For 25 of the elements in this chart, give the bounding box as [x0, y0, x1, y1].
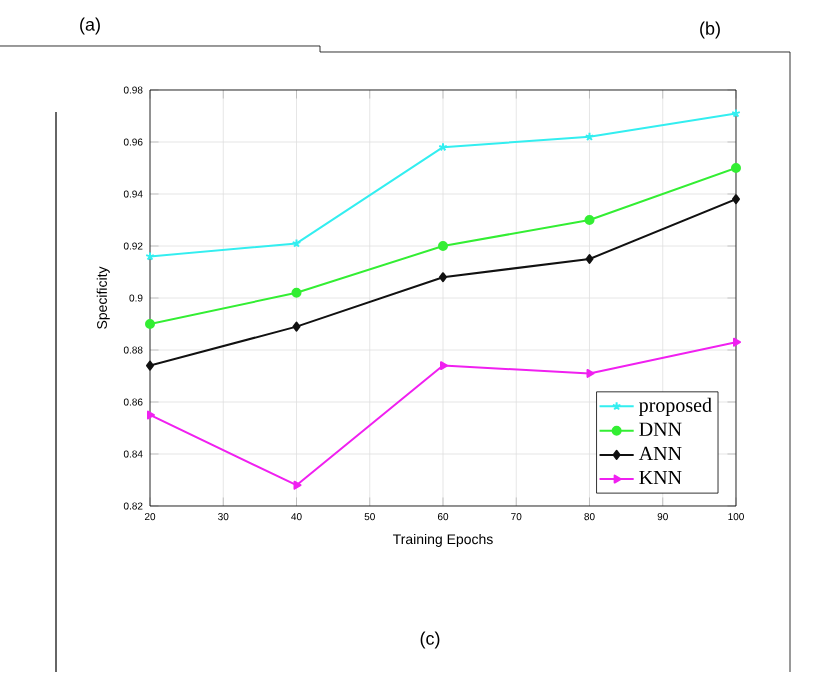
point [732, 337, 741, 347]
point [586, 368, 595, 378]
point [585, 254, 594, 264]
point [584, 131, 595, 142]
text: (b) [700, 21, 720, 39]
point [730, 163, 741, 173]
text: (c) [420, 631, 440, 649]
point [291, 287, 302, 298]
legend-label: DNN [639, 422, 682, 436]
point [731, 194, 740, 205]
text: (a) [80, 17, 100, 35]
point [584, 215, 595, 225]
point [292, 321, 301, 332]
point [146, 360, 154, 371]
point [438, 241, 448, 251]
point [439, 272, 447, 283]
legend-label: KNN [639, 471, 682, 485]
point [438, 142, 448, 152]
point [440, 361, 448, 371]
point [145, 319, 155, 329]
legend-label: proposed [639, 397, 712, 416]
point [147, 410, 155, 420]
point [291, 238, 302, 248]
point [293, 480, 302, 490]
legend-label: ANN [638, 446, 682, 461]
